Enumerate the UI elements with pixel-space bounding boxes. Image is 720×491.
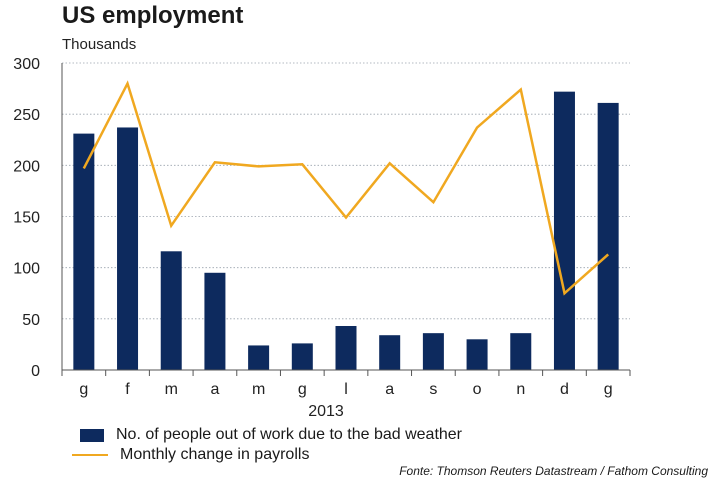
y-tick-label: 100 [13,261,40,278]
bar [597,102,619,370]
bar [510,333,532,370]
bar [73,133,95,370]
chart-subtitle: Thousands [62,36,137,53]
legend-line-swatch [72,454,108,456]
bar [553,91,575,371]
x-tick-label: a [385,381,394,398]
x-tick-label: s [429,381,437,398]
x-tick-label: f [125,381,130,398]
bar-series [73,91,619,371]
bar [291,343,313,370]
bar [160,251,182,370]
bar [335,325,357,370]
bar [117,127,139,370]
x-tick-label: g [79,381,88,398]
legend-item-bars: No. of people out of work due to the bad… [80,425,462,445]
x-group-label: 2013 [308,403,344,420]
x-tick-label: m [252,381,265,398]
y-tick-label: 50 [22,312,40,329]
line-series [82,80,610,296]
x-tick-label: a [210,381,219,398]
x-tick-label: l [344,381,348,398]
chart-title: US employment [62,2,244,29]
y-axis: 0 50 100 150 200 250 300 [13,56,63,380]
legend-item-line: Monthly change in payrolls [72,445,462,465]
x-tick-label: n [516,381,525,398]
x-tick-label: d [560,381,569,398]
y-tick-label: 150 [13,210,40,227]
legend: No. of people out of work due to the bad… [72,425,462,465]
bar [466,339,488,370]
gridlines [62,62,630,320]
bar [422,333,444,370]
legend-label-bars: No. of people out of work due to the bad… [116,426,463,443]
source-note: Fonte: Thomson Reuters Datastream / Fath… [399,464,708,478]
x-tick-label: m [165,381,178,398]
y-tick-label: 250 [13,107,40,124]
legend-label-line: Monthly change in payrolls [120,446,310,463]
bar [379,335,401,370]
x-tick-label: g [604,381,613,398]
y-tick-label: 300 [13,56,40,73]
y-tick-label: 0 [31,363,40,380]
x-tick-label: o [473,381,482,398]
x-tick-label: g [298,381,307,398]
payrolls-line [82,80,610,296]
bar [248,345,270,370]
bar [204,272,226,370]
y-tick-label: 200 [13,158,40,175]
legend-bar-swatch [80,428,104,442]
